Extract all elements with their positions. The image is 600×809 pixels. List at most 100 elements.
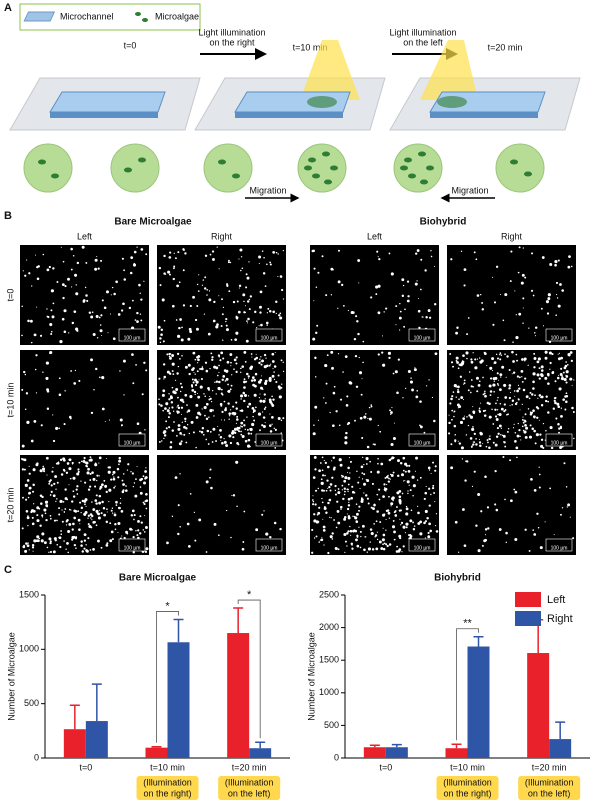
cell-dot [335,526,338,529]
cell-dot [514,402,518,406]
cell-dot [122,489,125,492]
cell-dot [412,494,414,497]
cell-dot [168,398,171,401]
cell-dot [434,465,437,468]
cell-dot [409,380,414,384]
cell-dot [90,517,92,519]
cell-dot [529,391,532,394]
cell-dot [502,434,506,438]
cell-dot [159,337,162,340]
group-title: Bare Microalgae [114,217,192,228]
cell-dot [367,502,370,505]
cell-dot [92,508,96,511]
cell-dot [195,327,199,331]
y-tick-label: 0 [334,752,339,762]
cell-dot [376,531,378,533]
cell-dot [52,494,56,498]
cell-dot [199,367,202,370]
cell-dot [331,532,334,535]
cell-dot [452,391,455,393]
cell-dot [379,521,382,524]
cell-dot [71,286,73,288]
cell-dot [469,437,473,440]
x-tick-label: t=0 [79,762,92,772]
cell-dot [204,395,206,398]
cell-dot [338,424,341,427]
cell-dot [231,494,233,497]
cell-dot [273,427,275,430]
cell-dot [253,393,257,397]
cell-dot [212,258,215,261]
cell-dot [41,467,46,471]
cell-dot [238,430,241,433]
cell-dot [126,532,129,535]
cell-dot [330,294,333,296]
cell-dot [36,519,40,523]
cell-dot [258,397,261,399]
cell-dot [504,498,506,501]
cell-dot [312,432,316,436]
cell-dot [323,489,325,492]
cell-dot [325,489,328,492]
cell-dot [377,256,379,258]
cell-dot [81,245,85,249]
cell-dot [415,395,419,399]
cell-dot [510,250,513,253]
cell-dot [389,473,392,476]
cell-dot [504,293,508,297]
cell-dot [22,496,24,499]
cell-dot [463,382,466,385]
cell-dot [461,508,465,511]
cell-dot [205,551,208,553]
cell-dot [53,482,56,486]
cell-dot [254,441,257,443]
cell-dot [246,300,250,303]
cell-dot [177,396,179,399]
cell-dot [202,433,205,436]
cell-dot [184,252,187,255]
cell-dot [194,393,196,396]
cell-dot [28,272,31,275]
cell-dot [85,505,87,507]
cell-dot [548,351,552,355]
cell-dot [143,531,146,533]
cell-dot [247,317,250,321]
cell-dot [188,432,191,435]
cell-dot [39,524,42,527]
cell-dot [254,310,257,314]
cell-dot [240,433,243,436]
cell-dot [68,467,72,471]
cell-dot [263,393,266,396]
cell-dot [221,441,224,445]
cell-dot [320,538,324,542]
cell-dot [345,404,349,407]
cell-dot [80,460,83,463]
cell-dot [511,350,514,354]
cell-dot [199,430,201,433]
cell-dot [130,471,132,473]
cell-dot [398,548,402,552]
cell-dot [274,428,277,431]
cell-dot [192,381,195,384]
cell-dot [320,478,323,481]
cell-dot [84,481,87,484]
cell-dot [363,482,366,486]
cell-dot [493,361,497,364]
cell-dot [200,377,203,381]
cell-dot [365,413,367,415]
cell-dot [242,293,246,297]
cell-dot [235,356,238,359]
cell-dot [50,333,53,336]
cell-dot [313,537,316,539]
cell-dot [529,412,533,416]
cell-dot [564,408,567,411]
cell-dot [321,255,324,258]
cell-dot [235,370,238,373]
cell-dot [163,319,166,322]
cell-dot [232,436,235,439]
cell-dot [242,541,245,543]
scale-bar-label: 100 µm [124,545,141,551]
cell-dot [524,276,527,279]
cell-dot [521,425,524,428]
cell-dot [277,275,279,277]
